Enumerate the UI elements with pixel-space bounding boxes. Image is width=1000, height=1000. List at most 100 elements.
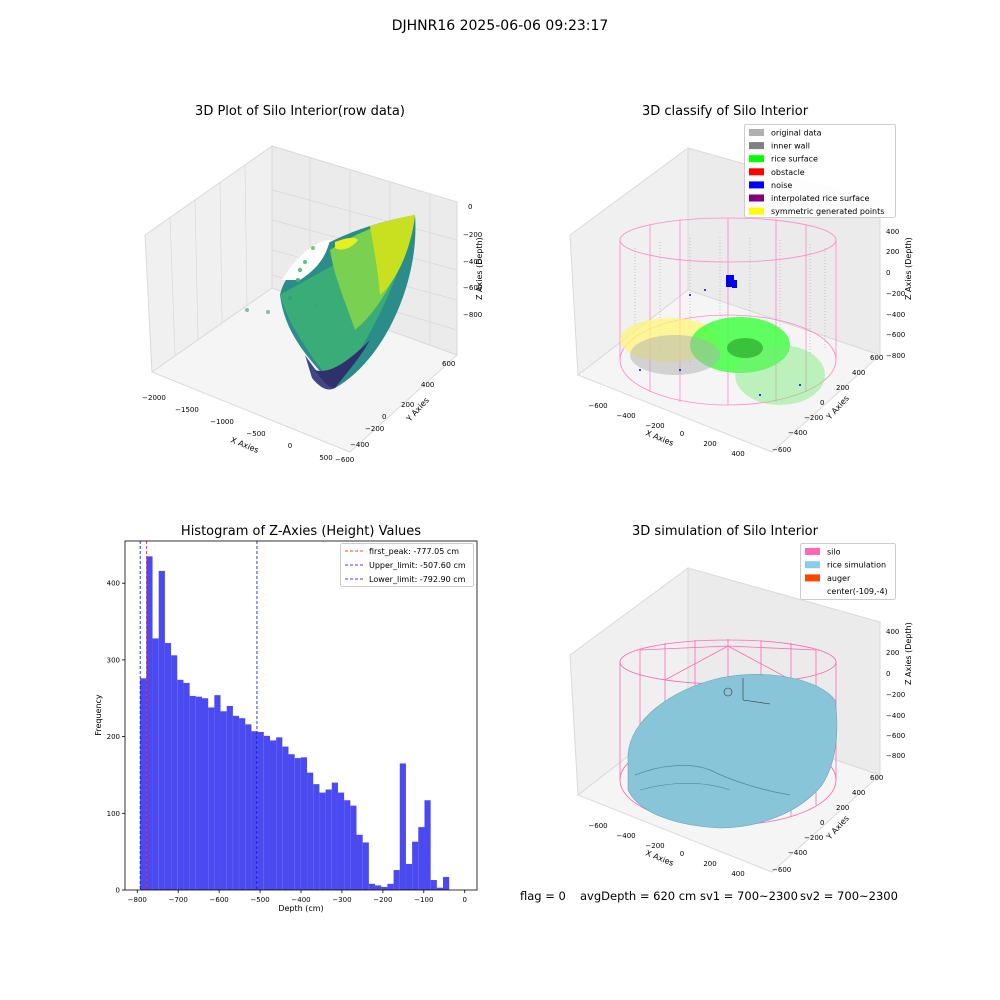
raw-scatter-points (245, 246, 318, 314)
classify-legend-label: original data (771, 129, 822, 138)
raw-xtick: −2000 (142, 394, 166, 402)
histogram-bar (226, 705, 233, 890)
histogram-bar (393, 870, 400, 890)
simulation-xtick: −400 (616, 832, 635, 840)
histogram-bar (282, 746, 289, 890)
simulation-3d-plot: −600 −400 −200 0 200 400 X Axies 600 400… (569, 567, 913, 878)
classify-xtick: −400 (616, 412, 635, 420)
simulation-xtick: 200 (703, 860, 716, 868)
histogram-bar (214, 695, 221, 890)
histogram-bar (251, 731, 258, 890)
simulation-ytick: 0 (820, 819, 824, 827)
histogram-x-ticks: −800 −700 −600 −500 −400 −300 −200 −100 0 (128, 890, 467, 904)
classify-xtick: 400 (731, 450, 744, 458)
simulation-legend-swatch (805, 561, 820, 569)
histogram-bar (245, 724, 252, 890)
simulation-ztick: −800 (886, 752, 905, 760)
histogram-bar (375, 885, 382, 890)
histogram-xlabel: Depth (cm) (278, 904, 323, 913)
histogram-ytick-label: 400 (107, 580, 120, 588)
status-flag: flag = 0 (520, 889, 566, 903)
histogram-bar (294, 758, 301, 890)
raw-ytick: 400 (421, 381, 434, 389)
classify-legend-swatch (749, 181, 764, 189)
classify-plot-title: 3D classify of Silo Interior (641, 104, 809, 119)
histogram-legend-label: Lower_limit: -792.90 cm (369, 575, 466, 584)
histogram-bar (189, 695, 196, 890)
classify-z-ticks: 400 200 0 −200 −400 −600 −800 (886, 228, 905, 360)
histogram-bar (344, 800, 351, 890)
classify-ytick: −600 (772, 446, 791, 454)
histogram-bar (152, 638, 159, 890)
simulation-legend-label: rice simulation (827, 561, 886, 570)
raw-zlabel: Z Axies (Depth) (475, 237, 484, 300)
simulation-ytick: −600 (772, 866, 791, 874)
classify-silo-wire (619, 217, 837, 406)
classify-legend: original data inner wall rice surface obsta… (744, 124, 896, 218)
histogram-bar (288, 754, 295, 890)
simulation-legend-swatch (805, 574, 820, 582)
raw-ztick: −200 (463, 231, 482, 239)
histogram-legend-label: first_peak: -777.05 cm (369, 547, 459, 556)
simulation-ztick: −400 (886, 712, 905, 720)
simulation-legend: silo rice simulation auger center(-109,-4) (800, 543, 896, 600)
histogram-bar (399, 763, 406, 890)
simulation-xtick: −600 (588, 822, 607, 830)
raw-surface (280, 215, 416, 390)
classify-legend-swatch (749, 194, 764, 202)
histogram-xtick-label: −300 (332, 896, 351, 904)
histogram-bar (263, 735, 270, 890)
histogram-bar (239, 718, 246, 890)
histogram-bar (201, 698, 209, 890)
histogram-bar (325, 789, 332, 890)
histogram-xtick-label: −100 (414, 896, 433, 904)
histogram-bar (443, 876, 450, 890)
status-sv1: sv1 = 700~2300 (700, 889, 798, 903)
classify-legend-label: inner wall (771, 142, 810, 151)
classify-legend-label: symmetric generated points (771, 207, 884, 216)
classify-ytick: 400 (852, 369, 865, 377)
histogram-bar (146, 556, 153, 890)
classify-y-ticks: 600 400 200 0 −200 −400 −600 (772, 354, 883, 454)
simulation-ytick: −200 (804, 834, 823, 842)
classify-ztick: 0 (886, 269, 890, 277)
histogram-title: Histogram of Z-Axies (Height) Values (180, 524, 422, 539)
histogram-bar (195, 696, 202, 890)
raw-x-ticks: −2000 −1500 −1000 −500 0 500 (142, 394, 333, 462)
simulation-ytick: −400 (788, 849, 807, 857)
raw-xtick: −1500 (175, 406, 199, 414)
histogram-bar (436, 887, 444, 890)
simulation-xtick: 0 (680, 850, 684, 858)
histogram-bar (430, 880, 437, 890)
classify-ztick: 400 (886, 228, 899, 236)
histogram-bar (300, 757, 308, 890)
histogram-bar (424, 800, 431, 890)
histogram-bar (177, 679, 184, 890)
raw-ytick: 600 (442, 360, 455, 368)
classify-ytick: 0 (820, 399, 824, 407)
histogram-vlines (139, 541, 258, 890)
status-sv2: sv2 = 700~2300 (800, 889, 898, 903)
histogram-bar (337, 792, 345, 890)
histogram-bar (319, 792, 326, 890)
classify-ztick: −200 (886, 290, 905, 298)
raw-ztick: −800 (463, 311, 482, 319)
histogram-bar (269, 740, 277, 890)
histogram-xtick-label: −700 (169, 896, 188, 904)
histogram-bar (387, 883, 394, 890)
histogram-xtick-label: −500 (250, 896, 269, 904)
simulation-y-ticks: 600 400 200 0 −200 −400 −600 (772, 774, 883, 874)
histogram-y-ticks: 0 100 200 300 400 (107, 580, 125, 895)
histogram-bar (140, 678, 147, 890)
histogram-bar (362, 842, 369, 890)
histogram-bar (412, 841, 419, 890)
classify-legend-swatch (749, 168, 764, 176)
histogram-bars (140, 556, 450, 890)
simulation-rice-surface (627, 674, 838, 829)
simulation-legend-label: silo (827, 548, 841, 557)
histogram-bar (257, 731, 264, 890)
histogram-xtick-label: −400 (291, 896, 310, 904)
histogram-bar (158, 570, 165, 890)
histogram-bar (368, 883, 376, 890)
